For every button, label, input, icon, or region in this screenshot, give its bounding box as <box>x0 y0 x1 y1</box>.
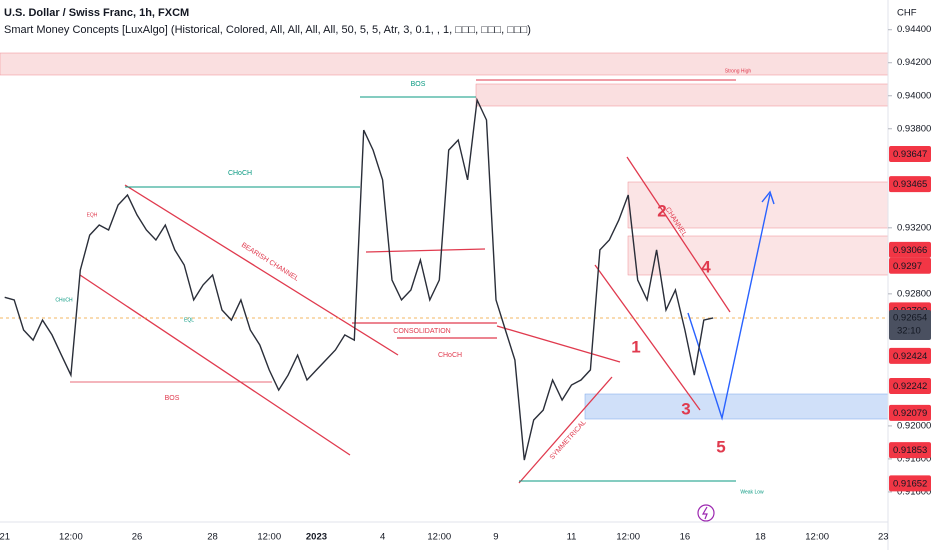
channel-line <box>594 264 701 411</box>
annotation: CHoCH <box>55 297 73 303</box>
x-tick-label: 2023 <box>306 532 327 543</box>
price-label-box <box>889 347 931 364</box>
supply-zone <box>627 235 889 276</box>
annotation: 4 <box>701 257 711 276</box>
structure <box>125 79 736 482</box>
price-label: 0.91652 <box>893 478 927 489</box>
price-line <box>4 97 714 461</box>
current-price-label: 0.92654 <box>893 312 927 323</box>
x-tick-label: 12:00 <box>257 532 281 543</box>
y-tick-label: 0.93200 <box>897 222 931 233</box>
trend-line <box>365 248 486 253</box>
y-tick-label: 0.94200 <box>897 57 931 68</box>
annotation: SYMMETRICAL <box>549 419 588 461</box>
strong-high-zone <box>0 52 889 76</box>
price-label-box <box>889 257 931 274</box>
x-tick-label: 11 <box>567 532 577 543</box>
annotation: 5 <box>716 437 725 456</box>
chart-title: U.S. Dollar / Swiss Franc, 1h, FXCM <box>4 7 189 19</box>
annotation: BOS <box>165 395 180 402</box>
x-tick-label: 12:00 <box>616 532 640 543</box>
x-tick-label: 18 <box>755 532 766 543</box>
price-label-box <box>889 404 931 421</box>
price-label: 0.92242 <box>893 381 927 392</box>
channel-line <box>124 184 399 356</box>
price-label: 0.92424 <box>893 351 927 362</box>
supply-zone <box>627 181 889 229</box>
drawings <box>70 156 731 484</box>
annotation: 2 <box>657 201 666 220</box>
price-label-box <box>889 146 931 163</box>
annotation: 3 <box>681 399 690 418</box>
price-label-box <box>889 377 931 394</box>
y-tick-label: 0.92000 <box>897 420 931 431</box>
annotation: 1 <box>631 337 640 356</box>
annotation: CHoCH <box>228 170 252 177</box>
y-tick-label: 0.91800 <box>897 453 931 464</box>
price-label-box <box>889 241 931 258</box>
price-label-box <box>889 176 931 193</box>
price-label: 0.9297 <box>893 261 922 272</box>
price-label: 0.93647 <box>893 149 927 160</box>
annotation: EQH <box>87 212 98 218</box>
event-icon-bolt <box>701 506 708 520</box>
price-label-box <box>889 475 931 492</box>
arrow-head <box>761 190 775 205</box>
channel-line <box>79 274 351 456</box>
x-tick-label: 21 <box>0 532 10 543</box>
price-label: 0.91853 <box>893 445 927 456</box>
triangle-line <box>496 325 621 363</box>
annotation: Weak Low <box>740 489 764 495</box>
annotation: CONSOLIDATION <box>393 328 450 335</box>
x-tick-label: 28 <box>207 532 218 543</box>
currency-label: CHF <box>897 8 917 19</box>
indicator-label: Smart Money Concepts [LuxAlgo] (Historic… <box>4 24 531 36</box>
x-tick-label: 12:00 <box>805 532 829 543</box>
y-tick-label: 0.94400 <box>897 24 931 35</box>
x-tick-label: 4 <box>380 532 385 543</box>
annotation: CHoCH <box>438 352 462 359</box>
event-icon <box>697 504 715 522</box>
x-tick-label: 12:00 <box>59 532 83 543</box>
price-label: 0.93066 <box>893 245 927 256</box>
x-tick-label: 23 <box>878 532 889 543</box>
x-tick-label: 12:00 <box>427 532 451 543</box>
y-tick-label: 0.93800 <box>897 123 931 134</box>
triangle-line <box>518 376 613 484</box>
y-tick-label: 0.94000 <box>897 90 931 101</box>
annotation: Strong High <box>725 68 752 74</box>
x-tick-label: 16 <box>680 532 691 543</box>
x-tick-label: 9 <box>493 532 498 543</box>
annotation: EQL <box>184 317 194 323</box>
x-tick-label: 26 <box>132 532 143 543</box>
demand-zone <box>584 393 889 420</box>
y-tick-label: 0.91600 <box>897 486 931 497</box>
countdown: 32:10 <box>897 325 921 336</box>
annotation: BOS <box>411 81 426 88</box>
supply-zone <box>475 83 889 107</box>
current-price-box <box>889 309 931 340</box>
y-tick-label: 0.92800 <box>897 288 931 299</box>
channel-line <box>626 156 731 313</box>
price-label-box <box>889 442 931 459</box>
price-label: 0.93465 <box>893 179 927 190</box>
price-label: 0.92079 <box>893 408 927 419</box>
